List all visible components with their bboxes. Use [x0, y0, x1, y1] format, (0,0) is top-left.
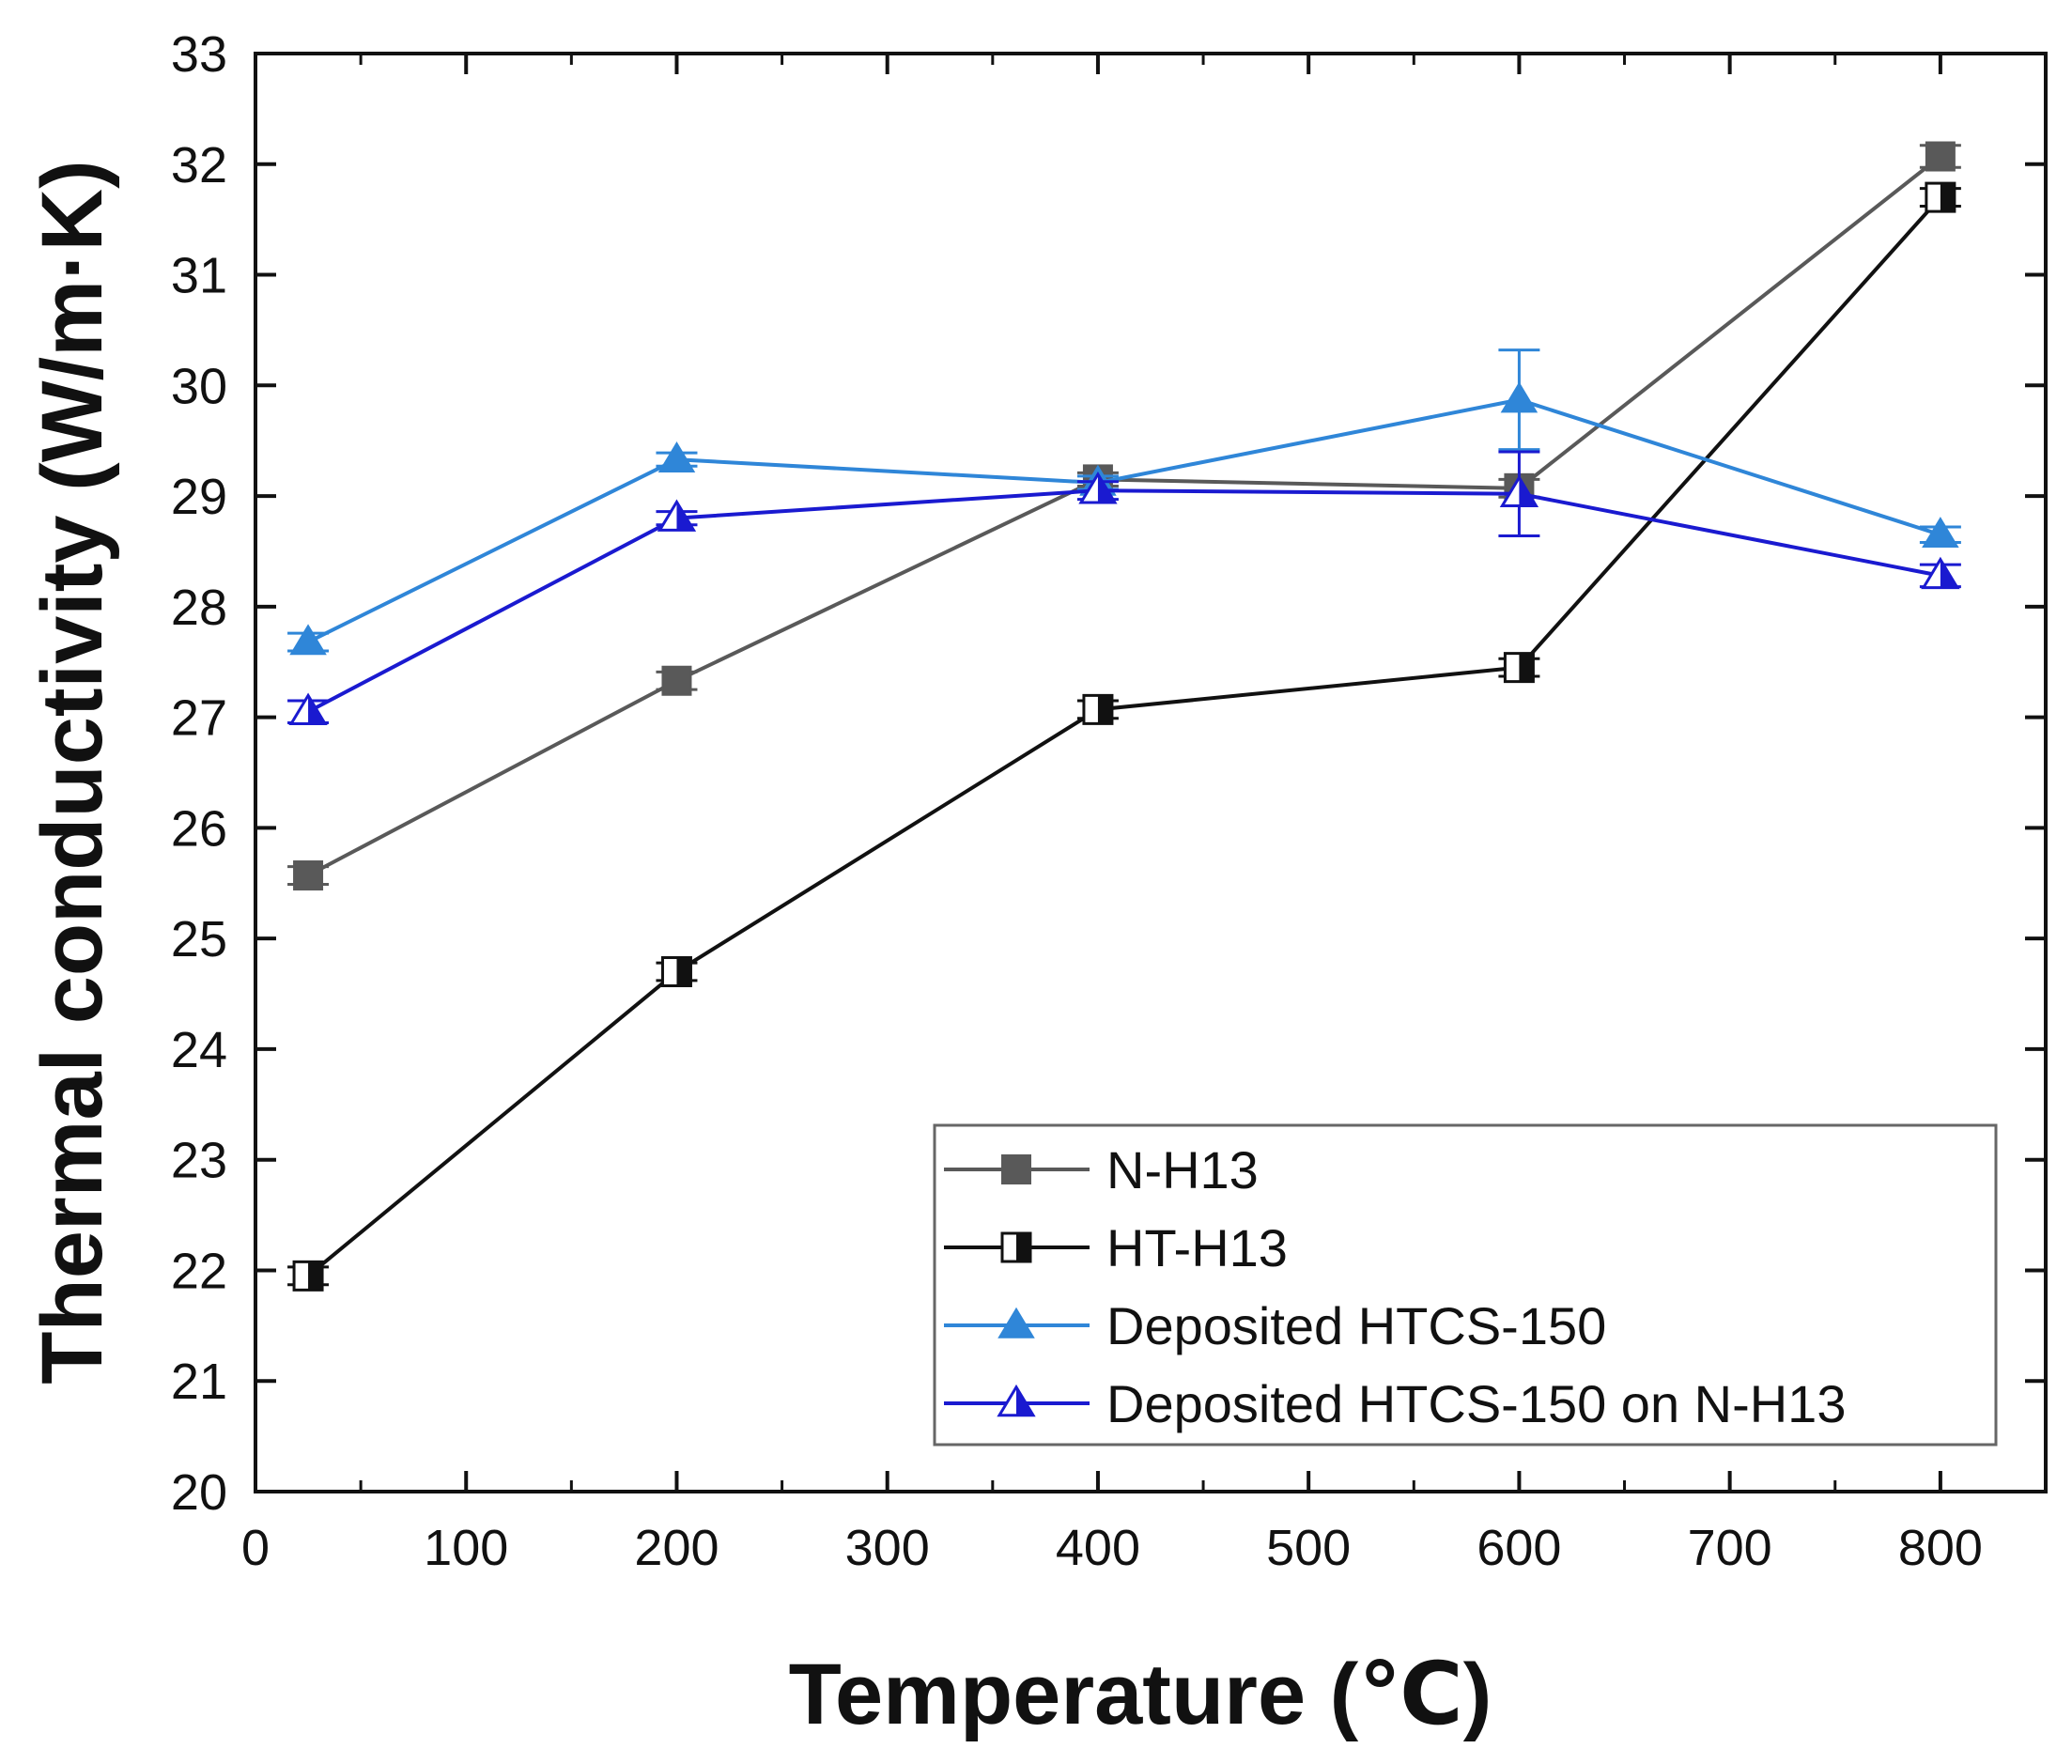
x-tick-label: 500: [1266, 1520, 1351, 1576]
data-point-fill: [676, 502, 694, 531]
data-point: [1922, 517, 1959, 549]
data-point: [293, 860, 324, 891]
y-tick-label: 21: [171, 1354, 227, 1410]
x-tick-label: 200: [634, 1520, 719, 1576]
x-tick-label: 800: [1898, 1520, 1983, 1576]
y-tick-label: 23: [171, 1133, 227, 1189]
data-point: [1001, 1154, 1031, 1184]
data-point-fill: [1097, 473, 1115, 503]
data-point-fill: [1016, 1386, 1033, 1416]
data-point-fill: [1097, 695, 1112, 724]
series-deposited-htcs-150-on-n-h13: [287, 450, 1961, 725]
data-point: [1925, 141, 1956, 172]
series-ht-h13: [287, 181, 1961, 1292]
y-axis-title: Thermal conductivity (W/m·K): [24, 160, 120, 1384]
x-axis-title: Temperature (℃): [789, 1647, 1492, 1742]
data-point: [289, 624, 327, 656]
data-point-fill: [1519, 477, 1537, 506]
x-tick-label: 600: [1477, 1520, 1561, 1576]
y-tick-label: 28: [171, 580, 227, 636]
data-point: [661, 665, 692, 696]
data-point: [1500, 381, 1539, 413]
plot-frame: [254, 52, 2048, 1493]
legend-box: [933, 1123, 1998, 1447]
data-point-fill: [1016, 1233, 1030, 1261]
legend-label: N-H13: [1106, 1140, 1259, 1199]
x-tick-label: 400: [1056, 1520, 1140, 1576]
x-tick-label: 300: [845, 1520, 930, 1576]
y-tick-label: 26: [171, 800, 227, 857]
data-point: [657, 441, 696, 472]
legend-label: HT-H13: [1106, 1218, 1288, 1277]
y-tick-label: 22: [171, 1243, 227, 1299]
y-tick-label: 20: [171, 1464, 227, 1521]
y-tick-label: 32: [171, 137, 227, 193]
legend-label: Deposited HTCS-150: [1106, 1296, 1606, 1355]
y-tick-label: 24: [171, 1022, 227, 1078]
y-tick-label: 29: [171, 469, 227, 525]
axes: 0 100 200 300 400 500 600 700 800 20 21 22 23 24 25 26 2…: [171, 26, 2046, 1576]
x-tick-label: 700: [1688, 1520, 1772, 1576]
y-tick-label: 31: [171, 248, 227, 304]
data-point-fill: [1940, 183, 1955, 212]
x-tick-label: 0: [241, 1520, 270, 1576]
y-tick-label: 25: [171, 911, 227, 967]
data-point-fill: [1519, 653, 1534, 682]
data-point-fill: [1940, 559, 1957, 588]
data-point: [997, 1307, 1035, 1338]
data-point-fill: [308, 695, 326, 724]
y-tick-label: 33: [171, 26, 227, 83]
y-tick-label: 30: [171, 358, 227, 414]
y-tick-label: 27: [171, 690, 227, 747]
plot-area: [287, 141, 1961, 1292]
legend: N-H13 HT-H13 Deposited HTCS-150 Deposited H…: [933, 1123, 1998, 1447]
data-point-fill: [308, 1261, 323, 1291]
legend-label: Deposited HTCS-150 on N-H13: [1106, 1374, 1846, 1433]
x-tick-label: 100: [424, 1520, 508, 1576]
data-point-fill: [676, 957, 691, 986]
